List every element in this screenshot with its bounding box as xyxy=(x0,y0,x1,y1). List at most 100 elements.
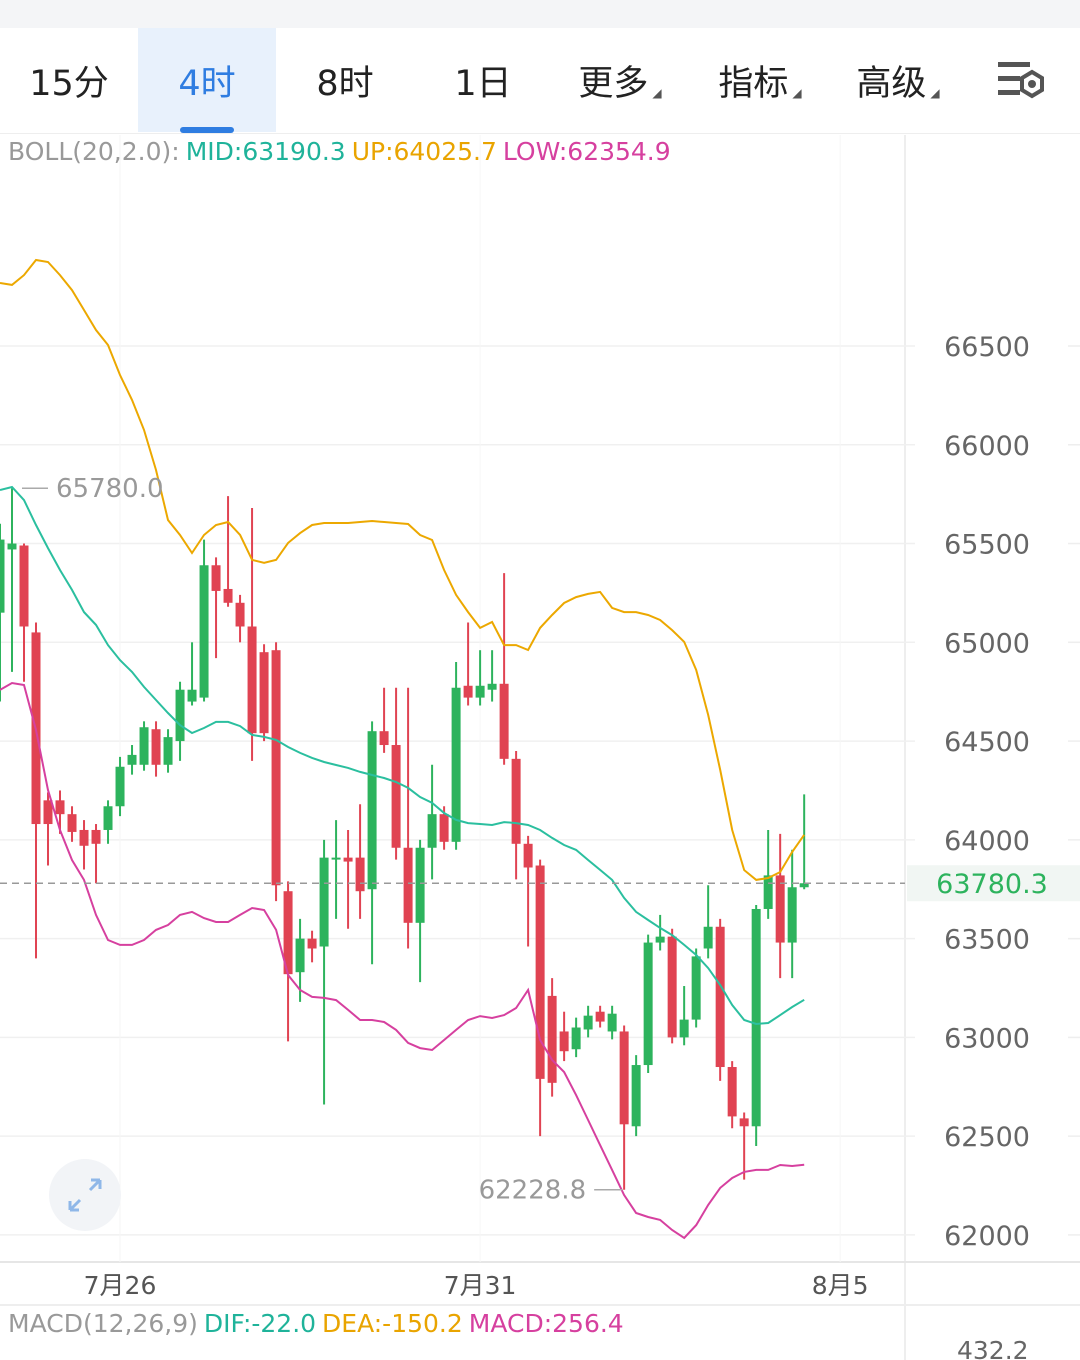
candle-body xyxy=(283,891,293,975)
candle-body xyxy=(139,727,149,765)
candle-body xyxy=(487,683,497,690)
candle-body xyxy=(223,588,233,603)
candle-body xyxy=(151,729,161,765)
candle-body xyxy=(379,731,389,746)
candle-body xyxy=(259,652,269,734)
candle-body xyxy=(523,843,533,868)
candle-body xyxy=(463,685,473,698)
y-tick-label: 66000 xyxy=(944,431,1030,462)
dropdown-caret: ◢ xyxy=(652,86,662,100)
x-tick-label: 7月31 xyxy=(444,1271,517,1300)
candle-body xyxy=(655,936,665,943)
candle-body xyxy=(691,956,701,1020)
candle-body xyxy=(715,926,725,1068)
plot xyxy=(0,258,809,1240)
candle-body xyxy=(643,942,653,1066)
macd-legend: MACD(12,26,9) DIF:-22.0 DEA:-150.2 MACD:256… xyxy=(8,1309,630,1338)
candle-body xyxy=(403,847,413,923)
candle-body xyxy=(679,1019,689,1038)
macd-dif: DIF:-22.0 xyxy=(203,1309,317,1338)
settings-icon[interactable] xyxy=(996,58,1050,104)
candle-body xyxy=(631,1065,641,1127)
y-tick-label: 63000 xyxy=(944,1023,1030,1054)
candle-body xyxy=(307,938,317,949)
y-tick-label: 64500 xyxy=(944,727,1030,758)
candle-body xyxy=(751,908,761,1127)
candle-body xyxy=(775,875,785,943)
candle-body xyxy=(415,847,425,923)
interval-tab[interactable]: 更多 ◢ xyxy=(578,63,662,104)
candle-body xyxy=(19,545,29,627)
candle-body xyxy=(739,1118,749,1127)
candle-body xyxy=(103,806,113,830)
y-tick-label: 64000 xyxy=(944,826,1030,857)
candle-body xyxy=(547,995,557,1083)
candle-body xyxy=(319,857,329,947)
candle-body xyxy=(367,731,377,890)
candle-body xyxy=(343,857,353,862)
tab-divider xyxy=(0,133,1080,134)
expand-icon xyxy=(68,1178,102,1212)
boll-line xyxy=(0,485,805,1026)
macd-value: MACD:256.4 xyxy=(468,1309,624,1338)
candle-body xyxy=(703,926,713,949)
candle-body xyxy=(295,938,305,973)
candle-body xyxy=(79,829,89,846)
y-tick-label: 66500 xyxy=(944,332,1030,363)
candle-body xyxy=(67,814,77,832)
annotation-label: 65780.0 xyxy=(56,474,164,504)
candle-body xyxy=(175,689,185,742)
last-price-box xyxy=(907,865,1080,902)
annotation-label: 62228.8 xyxy=(479,1176,587,1206)
boll-legend: BOLL(20,2.0): MID:63190.3 UP:64025.7 LOW:62… xyxy=(8,137,677,166)
candle-body xyxy=(43,800,53,825)
candle-body xyxy=(727,1067,737,1117)
candle-body xyxy=(499,683,509,759)
boll-line xyxy=(0,681,805,1240)
y-tick-label: 63500 xyxy=(944,925,1030,956)
candle-body xyxy=(271,650,281,886)
candle-body xyxy=(355,857,365,892)
candle-body xyxy=(595,1011,605,1022)
candle-body xyxy=(91,829,101,844)
candle-body xyxy=(763,875,773,909)
x-tick-label: 8月5 xyxy=(812,1271,869,1300)
expand-button[interactable] xyxy=(49,1159,121,1231)
interval-tab[interactable]: 15分 xyxy=(29,63,109,104)
interval-tab[interactable]: 高级 ◢ xyxy=(856,63,940,104)
interval-tab[interactable]: 指标 ◢ xyxy=(718,63,802,104)
candle-body xyxy=(235,602,245,627)
candle-body xyxy=(451,687,461,842)
interval-tab[interactable]: 1日 xyxy=(454,63,512,104)
y-tick-label: 65500 xyxy=(944,530,1030,561)
candle-body xyxy=(199,565,209,698)
candle-body xyxy=(787,887,797,943)
boll-up: UP:64025.7 xyxy=(351,137,497,166)
y-tick-label: 65000 xyxy=(944,628,1030,659)
candle-body xyxy=(211,565,221,591)
candle-body xyxy=(247,626,257,734)
macd-label: MACD(12,26,9) xyxy=(8,1309,198,1338)
candle-body xyxy=(511,758,521,844)
macd-axis-label: 432.2 xyxy=(957,1336,1029,1360)
candle-body xyxy=(127,754,137,765)
candle-body xyxy=(571,1027,581,1050)
candle-body xyxy=(607,1013,617,1032)
candle-body xyxy=(427,814,437,848)
dropdown-caret: ◢ xyxy=(792,86,802,100)
dropdown-caret: ◢ xyxy=(930,86,940,100)
interval-tab[interactable]: 4时 xyxy=(138,28,276,132)
y-tick-label: 62500 xyxy=(944,1122,1030,1153)
interval-tab[interactable]: 8时 xyxy=(316,63,374,104)
candle-body xyxy=(163,737,173,765)
candle-body xyxy=(331,857,341,860)
candle-body xyxy=(0,539,5,613)
candle-body xyxy=(55,800,65,815)
candle-body xyxy=(619,1031,629,1125)
last-price-label: 63780.3 xyxy=(936,869,1048,900)
tab-underline xyxy=(180,127,234,133)
boll-mid: MID:63190.3 xyxy=(185,137,346,166)
boll-line xyxy=(0,258,806,881)
